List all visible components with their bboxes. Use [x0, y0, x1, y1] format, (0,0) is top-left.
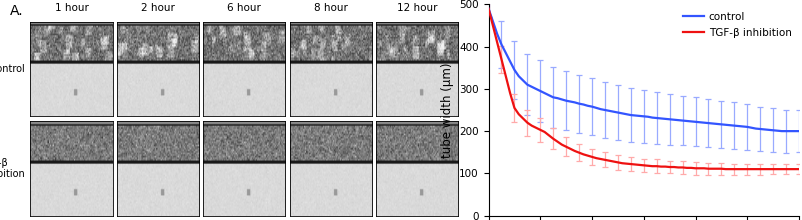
control: [763, 128, 772, 131]
control: [638, 115, 648, 118]
Text: A.: A.: [10, 4, 23, 18]
Y-axis label: tube width (μm): tube width (μm): [440, 62, 453, 158]
control: [750, 127, 759, 130]
Text: 2 hour: 2 hour: [140, 3, 175, 13]
Text: 1 hour: 1 hour: [55, 3, 88, 13]
Text: 12 hour: 12 hour: [396, 3, 437, 13]
TGF-β inhibition: [483, 7, 492, 10]
control: [552, 97, 561, 99]
control: [586, 105, 596, 108]
Line: control: control: [488, 9, 798, 131]
TGF-β inhibition: [720, 168, 730, 171]
Text: control: control: [0, 64, 25, 74]
control: [483, 7, 492, 10]
control: [776, 130, 786, 132]
Text: 8 hour: 8 hour: [314, 3, 347, 13]
TGF-β inhibition: [768, 168, 777, 171]
TGF-β inhibition: [755, 168, 764, 171]
TGF-β inhibition: [586, 156, 596, 158]
control: [793, 130, 802, 132]
TGF-β inhibition: [746, 168, 755, 171]
TGF-β inhibition: [793, 168, 802, 171]
TGF-β inhibition: [638, 164, 648, 167]
Text: 6 hour: 6 hour: [227, 3, 261, 13]
control: [742, 126, 751, 128]
Line: TGF-β inhibition: TGF-β inhibition: [488, 9, 798, 169]
TGF-β inhibition: [552, 140, 561, 143]
Legend: control, TGF-β inhibition: control, TGF-β inhibition: [680, 10, 793, 40]
Text: TGF-β
inhibition: TGF-β inhibition: [0, 158, 25, 179]
